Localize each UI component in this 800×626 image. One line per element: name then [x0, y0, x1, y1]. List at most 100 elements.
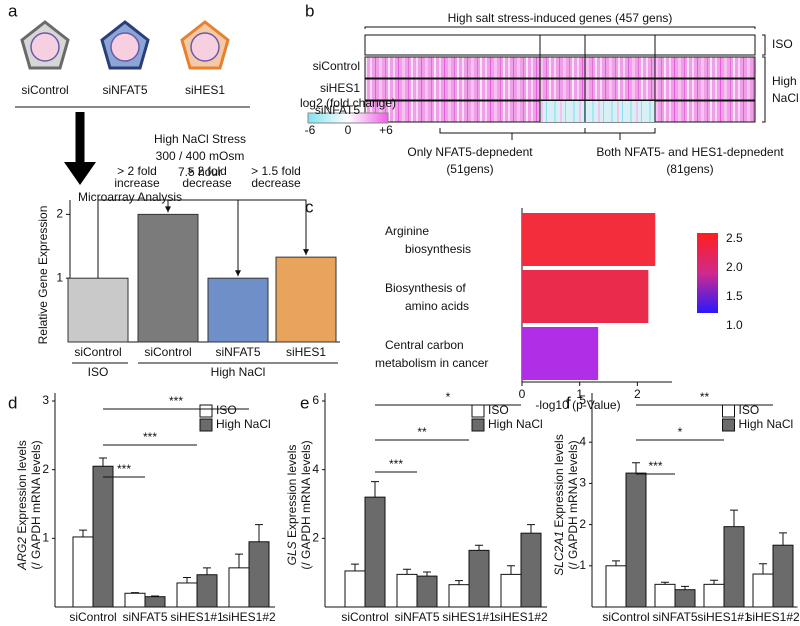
legend-label: High NaCl	[488, 417, 543, 431]
side-label: High	[772, 74, 797, 88]
bar	[137, 213, 199, 343]
error-bar	[131, 592, 139, 594]
gene-name: SLC2A1	[552, 531, 566, 576]
colorbar-tick-label: +6	[379, 123, 393, 137]
annotation: > 2 fold	[187, 164, 227, 178]
significance-label: **	[700, 390, 710, 404]
bracket-label: (81gens)	[666, 162, 713, 176]
category-label: metabolism in cancer	[375, 356, 488, 370]
x-tick-label: siControl	[74, 345, 121, 359]
colorbar-label: log2 (fold change)	[300, 96, 396, 110]
bracket-label: Both NFAT5- and HES1-depnedent	[596, 145, 784, 159]
schematic	[15, 20, 250, 185]
y-axis-label: ARG2 Expression levels	[15, 440, 29, 570]
row-label: siNFAT5	[315, 103, 360, 117]
x-tick-label: 0	[519, 387, 526, 401]
error-bar	[99, 457, 107, 467]
category-label: Biosynthesis of	[385, 281, 466, 295]
bar	[703, 583, 725, 608]
bar	[468, 549, 490, 608]
significance-label: *	[678, 425, 683, 439]
error-bar	[730, 509, 738, 527]
heatmap-title: High salt stress-induced genes (457 gens…	[448, 11, 673, 25]
y-tick-label: 1	[42, 531, 49, 545]
arrow-head	[303, 249, 309, 256]
panel-letter: b	[305, 1, 314, 20]
y-tick-label: 2	[42, 462, 49, 476]
cell-label: siNFAT5	[102, 83, 147, 97]
bar	[448, 584, 470, 608]
error-bar	[235, 553, 243, 568]
bar	[228, 567, 250, 608]
colorbar-tick-label: 1.0	[726, 318, 743, 332]
y-tick-label: 3	[42, 393, 49, 407]
annotation: decrease	[182, 176, 232, 190]
bracket-label: (51gens)	[446, 162, 493, 176]
stress-label: 300 / 400 mOsm	[156, 149, 245, 163]
heatmap	[307, 26, 766, 313]
panel-letter: e	[300, 393, 309, 412]
group-label: ISO	[88, 365, 109, 379]
error-bar	[507, 565, 515, 575]
bar	[500, 573, 522, 608]
bar	[416, 575, 438, 608]
y-tick-label: 4	[312, 462, 319, 476]
row-label: siHES1	[320, 81, 360, 95]
legend-label: ISO	[216, 403, 237, 417]
bar	[144, 596, 166, 608]
significance-label: ***	[169, 394, 183, 408]
error-bar	[710, 579, 718, 585]
category-label: Arginine	[385, 224, 429, 238]
error-bar	[371, 481, 379, 498]
y-tick-label: 6	[312, 393, 319, 407]
x-tick-label: siHES1	[286, 345, 326, 359]
bar	[396, 573, 418, 608]
x-tick-label: siControl	[69, 610, 116, 624]
legend-label: ISO	[488, 403, 509, 417]
bar	[344, 570, 366, 608]
category-label: biosynthesis	[405, 242, 471, 256]
bar	[772, 544, 794, 608]
y-tick-label: 5	[579, 393, 586, 407]
error-bar	[475, 544, 483, 551]
y-axis-label: Relative Gene Expression	[36, 206, 50, 345]
x-tick-label: siNFAT5	[122, 610, 167, 624]
side-label: NaCl	[772, 91, 799, 105]
x-tick-label: siNFAT5	[652, 610, 697, 624]
x-tick-label: siNFAT5	[215, 345, 260, 359]
error-bar	[612, 560, 620, 566]
y-axis-label: (/ GAPDH mRNA levels)	[29, 440, 43, 569]
y-tick-label: 3	[579, 476, 586, 490]
bar	[124, 592, 146, 608]
y-tick-label: 4	[579, 434, 586, 448]
bar	[522, 327, 599, 380]
y-tick-label: 1	[56, 270, 63, 284]
x-tick-label: siNFAT5	[394, 610, 439, 624]
gene-name: ARG2	[15, 537, 29, 571]
y-tick-label: 1	[579, 558, 586, 572]
error-bar	[423, 571, 431, 577]
stress-label: 7.5 hour	[178, 165, 222, 179]
x-tick-label: siControl	[144, 345, 191, 359]
error-bar	[527, 524, 535, 534]
colorbar-tick-label: 2.0	[726, 260, 743, 274]
legend-swatch	[471, 404, 485, 418]
bracket	[97, 199, 307, 279]
annotation: > 2 fold	[117, 164, 157, 178]
x-axis-label: -log10 (p-Value)	[535, 398, 620, 412]
group-label: High NaCl	[211, 365, 266, 379]
bar	[364, 496, 386, 608]
bar	[605, 565, 627, 608]
y-axis-label-text: Expression levels	[552, 434, 566, 531]
arrow-head	[165, 206, 171, 213]
bar	[176, 582, 198, 608]
error-bar	[759, 563, 767, 575]
y-axis-label: SLC2A1 Expression levels	[552, 434, 566, 575]
error-bar	[351, 563, 359, 571]
error-bar	[255, 524, 263, 542]
y-axis-label: GLS Expression levels	[285, 445, 299, 566]
panel-letter: f	[566, 393, 571, 412]
legend-label: ISO	[739, 403, 760, 417]
legend-swatch	[722, 418, 735, 432]
